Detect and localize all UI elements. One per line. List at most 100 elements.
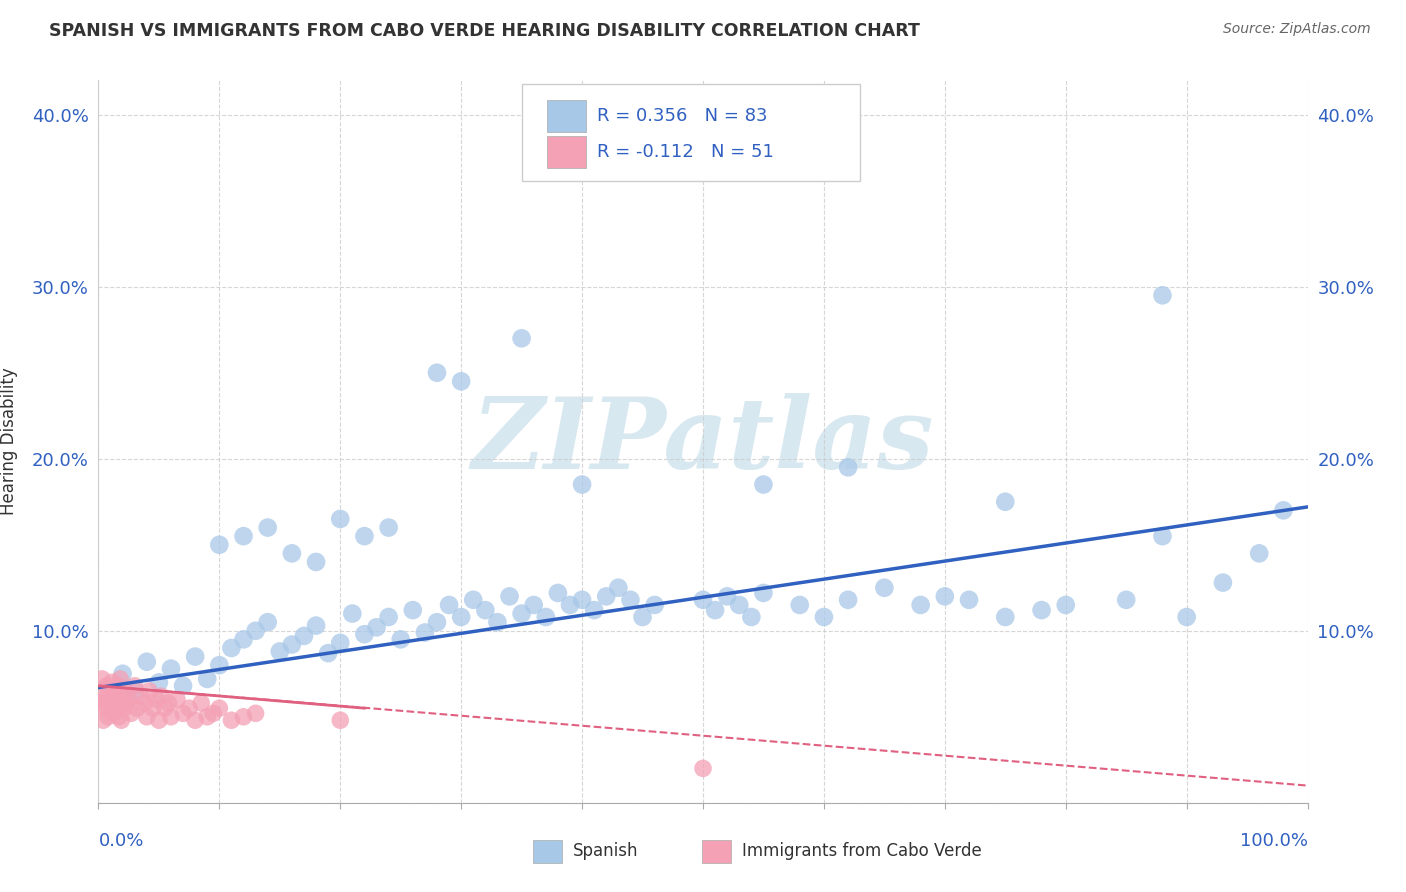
Point [245,624,267,638]
Point [292,629,315,643]
Point [208,658,231,673]
Point [120,706,142,721]
Point [172,706,194,721]
Point [98,689,121,703]
Point [305,555,328,569]
Point [752,477,775,491]
Point [498,590,520,604]
Point [353,627,375,641]
Point [510,331,533,345]
Point [547,586,569,600]
Point [221,640,243,655]
Point [1115,592,1137,607]
FancyBboxPatch shape [522,84,860,181]
Point [104,692,127,706]
Point [110,713,132,727]
Point [1272,503,1295,517]
Point [103,684,125,698]
Point [426,366,449,380]
Point [111,689,134,703]
Point [692,592,714,607]
Point [108,672,131,686]
Point [752,586,775,600]
Point [389,632,412,647]
Text: ZIPatlas: ZIPatlas [472,393,934,490]
Point [134,696,156,710]
Point [510,607,533,621]
Point [571,592,593,607]
Point [112,701,135,715]
Point [221,713,243,727]
Point [463,592,485,607]
Point [558,598,581,612]
Point [305,618,328,632]
Point [486,615,509,630]
Point [740,610,762,624]
Point [105,701,128,715]
FancyBboxPatch shape [702,839,731,863]
Point [256,615,278,630]
Point [195,672,218,686]
Point [115,696,138,710]
Point [595,590,617,604]
Point [100,696,122,710]
Point [813,610,835,624]
Point [190,696,212,710]
Point [1249,546,1271,560]
Point [160,662,183,676]
Point [142,701,165,715]
Point [873,581,896,595]
Point [583,603,606,617]
Point [208,701,231,715]
Point [118,692,141,706]
Point [91,713,114,727]
Point [202,706,225,721]
Point [232,529,254,543]
Point [232,710,254,724]
Text: SPANISH VS IMMIGRANTS FROM CABO VERDE HEARING DISABILITY CORRELATION CHART: SPANISH VS IMMIGRANTS FROM CABO VERDE HE… [49,22,920,40]
Point [91,672,114,686]
Point [789,598,811,612]
Text: Source: ZipAtlas.com: Source: ZipAtlas.com [1223,22,1371,37]
Point [994,610,1017,624]
Point [269,644,291,658]
Point [523,598,546,612]
Point [1212,575,1234,590]
Point [124,684,146,698]
Point [89,684,111,698]
Point [474,603,496,617]
FancyBboxPatch shape [547,100,586,132]
Y-axis label: Hearing Disability: Hearing Disability [0,368,18,516]
Point [97,710,120,724]
Point [377,610,399,624]
Point [138,684,160,698]
Point [157,696,180,710]
Point [377,520,399,534]
Point [534,610,557,624]
Point [179,701,201,715]
Text: Immigrants from Cabo Verde: Immigrants from Cabo Verde [742,842,981,860]
Point [329,636,352,650]
Point [1054,598,1077,612]
Text: 0.0%: 0.0% [98,831,143,850]
Point [437,598,460,612]
Point [631,610,654,624]
Point [208,538,231,552]
Point [93,692,115,706]
Point [316,646,339,660]
Point [934,590,956,604]
Point [1031,603,1053,617]
Point [619,592,641,607]
FancyBboxPatch shape [547,136,586,168]
Point [114,684,136,698]
Point [101,706,124,721]
Point [1175,610,1198,624]
Text: Spanish: Spanish [572,842,638,860]
Point [135,710,157,724]
Point [148,675,170,690]
Point [184,649,207,664]
Point [256,520,278,534]
Text: R = 0.356   N = 83: R = 0.356 N = 83 [596,107,768,125]
Point [704,603,727,617]
Text: 100.0%: 100.0% [1240,831,1308,850]
